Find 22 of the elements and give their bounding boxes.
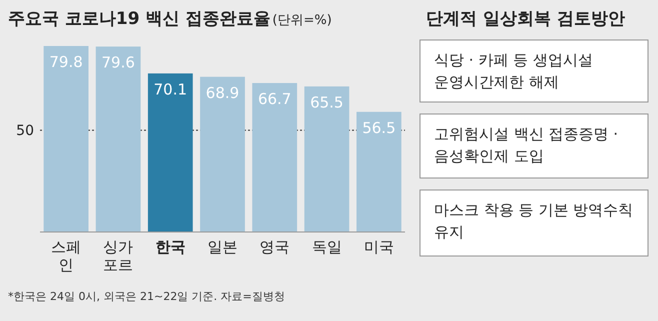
data-label: 56.5 [362,118,396,137]
x-tick-label: 일본 [208,238,238,256]
text: *한국은 24일 0시, 외국은 21~22일 기준. 자료=질병청 [8,290,285,303]
data-label: 79.6 [102,54,135,72]
text: 고위험시설 백신 접종증명 · 음성확인제 도입 [434,125,618,165]
x-tick-label: 미국 [364,238,394,256]
x-tick-label: 독일 [312,238,342,256]
data-label: 66.7 [258,90,292,108]
x-tick-label: 영국 [260,238,290,256]
data-label: 79.8 [49,53,83,71]
chart-title: 주요국 코로나19 백신 접종완료율 [8,9,270,29]
ref-line-label: 50 [16,123,34,140]
text: 마스크 착용 등 기본 방역수칙 유지 [434,201,634,241]
data-label: 70.1 [154,80,188,98]
chart-subtitle: (단위=%) [272,13,332,28]
text: 식당 · 카페 등 생업시설 운영시간제한 해제 [434,51,593,91]
x-tick-label: 스페인 [51,238,82,274]
text: 단계적 일상회복 검토방안 [426,9,625,29]
x-tick-label: 싱가포르 [103,238,134,274]
data-label: 68.9 [206,84,240,102]
x-tick-label: 한국 [155,238,186,256]
data-label: 65.5 [310,93,344,112]
